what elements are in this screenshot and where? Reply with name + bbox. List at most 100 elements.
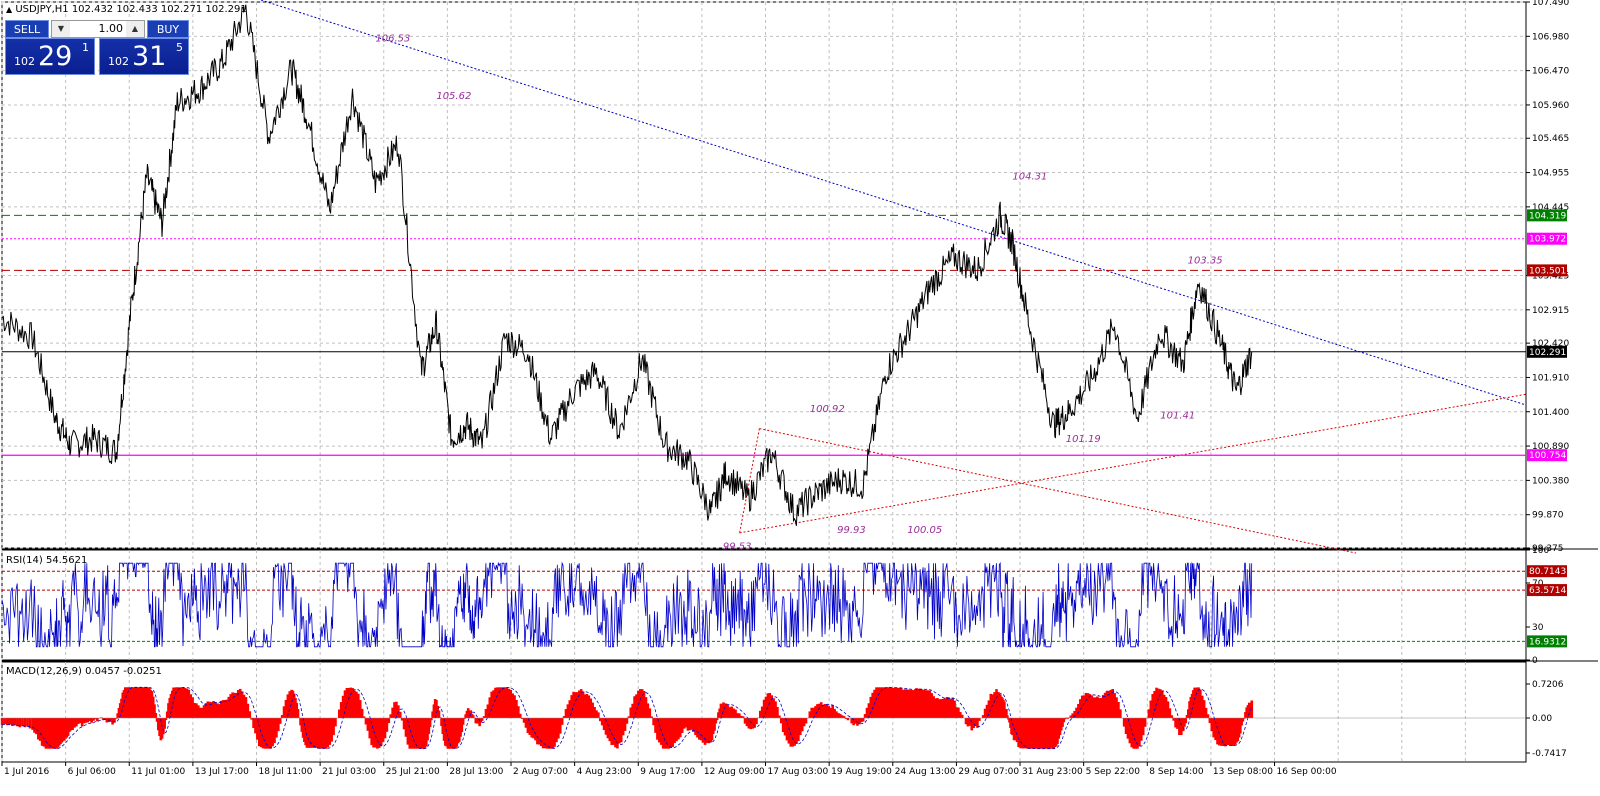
macd-histogram-bar <box>69 718 72 731</box>
macd-histogram-bar <box>1242 718 1246 719</box>
macd-histogram-bar <box>206 701 210 718</box>
macd-histogram-bar <box>1103 692 1107 718</box>
buy-quote[interactable]: 102 31 5 <box>99 38 189 75</box>
lot-increase-icon[interactable]: ▲ <box>126 21 144 37</box>
macd-histogram-bar <box>337 709 341 718</box>
macd-histogram-bar <box>793 718 796 746</box>
macd-histogram-bar <box>189 694 192 718</box>
macd-histogram-bar <box>884 687 888 718</box>
macd-histogram-bar <box>890 687 894 718</box>
macd-histogram-bar <box>532 718 535 739</box>
macd-histogram-bar <box>398 711 402 718</box>
macd-histogram-bar <box>882 687 886 718</box>
macd-histogram-bar <box>393 702 396 718</box>
level-tag-label: 100.754 <box>1529 451 1566 461</box>
macd-histogram-bar <box>804 718 808 724</box>
macd-histogram-bar <box>437 710 441 718</box>
lot-size-stepper[interactable]: ▼ 1.00 ▲ <box>51 20 145 38</box>
price-axis-label: 102.915 <box>1532 306 1569 316</box>
macd-histogram-bar <box>837 713 840 718</box>
macd-histogram-bar <box>221 700 225 718</box>
macd-histogram-bar <box>1216 718 1219 745</box>
macd-histogram-bar <box>277 718 280 732</box>
macd-histogram-bar <box>1062 718 1066 723</box>
macd-histogram-bar <box>669 718 673 748</box>
time-axis-label: 12 Aug 09:00 <box>704 767 765 777</box>
macd-title: MACD(12,26,9) 0.0457 -0.0251 <box>6 666 162 677</box>
rsi-level-label: 63.5714 <box>1529 586 1566 596</box>
macd-histogram-bar <box>164 718 168 721</box>
time-axis-label: 6 Jul 06:00 <box>68 767 117 777</box>
macd-histogram-bar <box>774 701 777 718</box>
sell-quote[interactable]: 102 29 1 <box>5 38 95 75</box>
macd-histogram-bar <box>652 718 655 726</box>
macd-histogram-bar <box>827 706 831 718</box>
macd-histogram-bar <box>273 718 276 744</box>
macd-histogram-bar <box>991 694 994 718</box>
macd-histogram-bar <box>520 718 524 719</box>
macd-histogram-bar <box>696 718 699 738</box>
macd-histogram-bar <box>52 718 55 749</box>
sell-button[interactable]: SELL <box>5 20 49 38</box>
price-annotation: 100.05 <box>907 525 942 536</box>
macd-histogram-bar <box>200 707 204 718</box>
macd-histogram-bar <box>235 692 238 718</box>
macd-histogram-bar <box>515 699 518 718</box>
macd-histogram-bar <box>770 695 774 718</box>
macd-histogram-bar <box>507 688 511 718</box>
macd-histogram-bar <box>1218 718 1221 746</box>
macd-histogram-bar <box>416 718 419 749</box>
macd-histogram-bar <box>797 718 800 741</box>
buy-button[interactable]: BUY <box>147 20 189 38</box>
lot-size-input[interactable]: 1.00 <box>98 22 124 35</box>
macd-histogram-bar <box>1096 696 1099 718</box>
macd-histogram-bar <box>271 718 274 747</box>
macd-histogram-bar <box>934 698 937 718</box>
macd-histogram-bar <box>28 718 32 729</box>
lot-decrease-icon[interactable]: ▼ <box>52 21 70 37</box>
trendline-red-edge <box>739 428 760 533</box>
rsi-level-tag <box>1527 565 1567 578</box>
macd-histogram-bar <box>84 718 88 723</box>
macd-histogram-bar <box>231 692 234 718</box>
collapse-icon[interactable]: ▲ <box>6 5 13 14</box>
macd-histogram-bar <box>966 718 970 727</box>
macd-histogram-bar <box>823 704 827 718</box>
macd-histogram-bar <box>928 690 932 718</box>
macd-histogram-bar <box>539 718 543 747</box>
macd-histogram-bar <box>658 718 661 743</box>
macd-histogram-bar <box>322 718 326 749</box>
macd-histogram-bar <box>604 718 608 735</box>
macd-histogram-bar <box>898 687 901 718</box>
macd-histogram-bar <box>1155 687 1158 718</box>
rsi-series-line <box>1 561 1253 649</box>
macd-histogram-bar <box>1067 717 1071 718</box>
macd-histogram-bar <box>1005 709 1008 718</box>
level-tag <box>1527 449 1567 462</box>
macd-histogram-bar <box>871 692 874 718</box>
macd-histogram-bar <box>80 718 84 727</box>
macd-histogram-bar <box>1134 718 1137 749</box>
macd-histogram-bar <box>926 690 930 718</box>
macd-histogram-bar <box>212 701 215 718</box>
macd-histogram-bar <box>1092 697 1095 718</box>
macd-histogram-bar <box>1066 718 1069 719</box>
macd-histogram-bar <box>88 718 92 722</box>
macd-histogram-bar <box>261 718 265 749</box>
macd-histogram-bar <box>31 718 34 730</box>
macd-histogram-bar <box>176 687 179 718</box>
time-axis-label: 28 Jul 13:00 <box>449 767 503 777</box>
time-axis-label: 29 Aug 07:00 <box>958 767 1019 777</box>
macd-histogram-bar <box>825 704 829 718</box>
macd-histogram-bar <box>1015 718 1019 743</box>
macd-histogram-bar <box>1048 718 1052 749</box>
macd-histogram-bar <box>587 695 591 718</box>
macd-histogram-bar <box>154 712 158 718</box>
macd-histogram-bar <box>747 718 751 729</box>
macd-histogram-bar <box>633 696 636 718</box>
macd-histogram-bar <box>82 718 86 724</box>
buy-quote-big: 102 <box>108 55 129 68</box>
macd-histogram-bar <box>400 718 404 721</box>
macd-histogram-bar <box>581 691 585 718</box>
macd-histogram-bar <box>471 715 475 718</box>
